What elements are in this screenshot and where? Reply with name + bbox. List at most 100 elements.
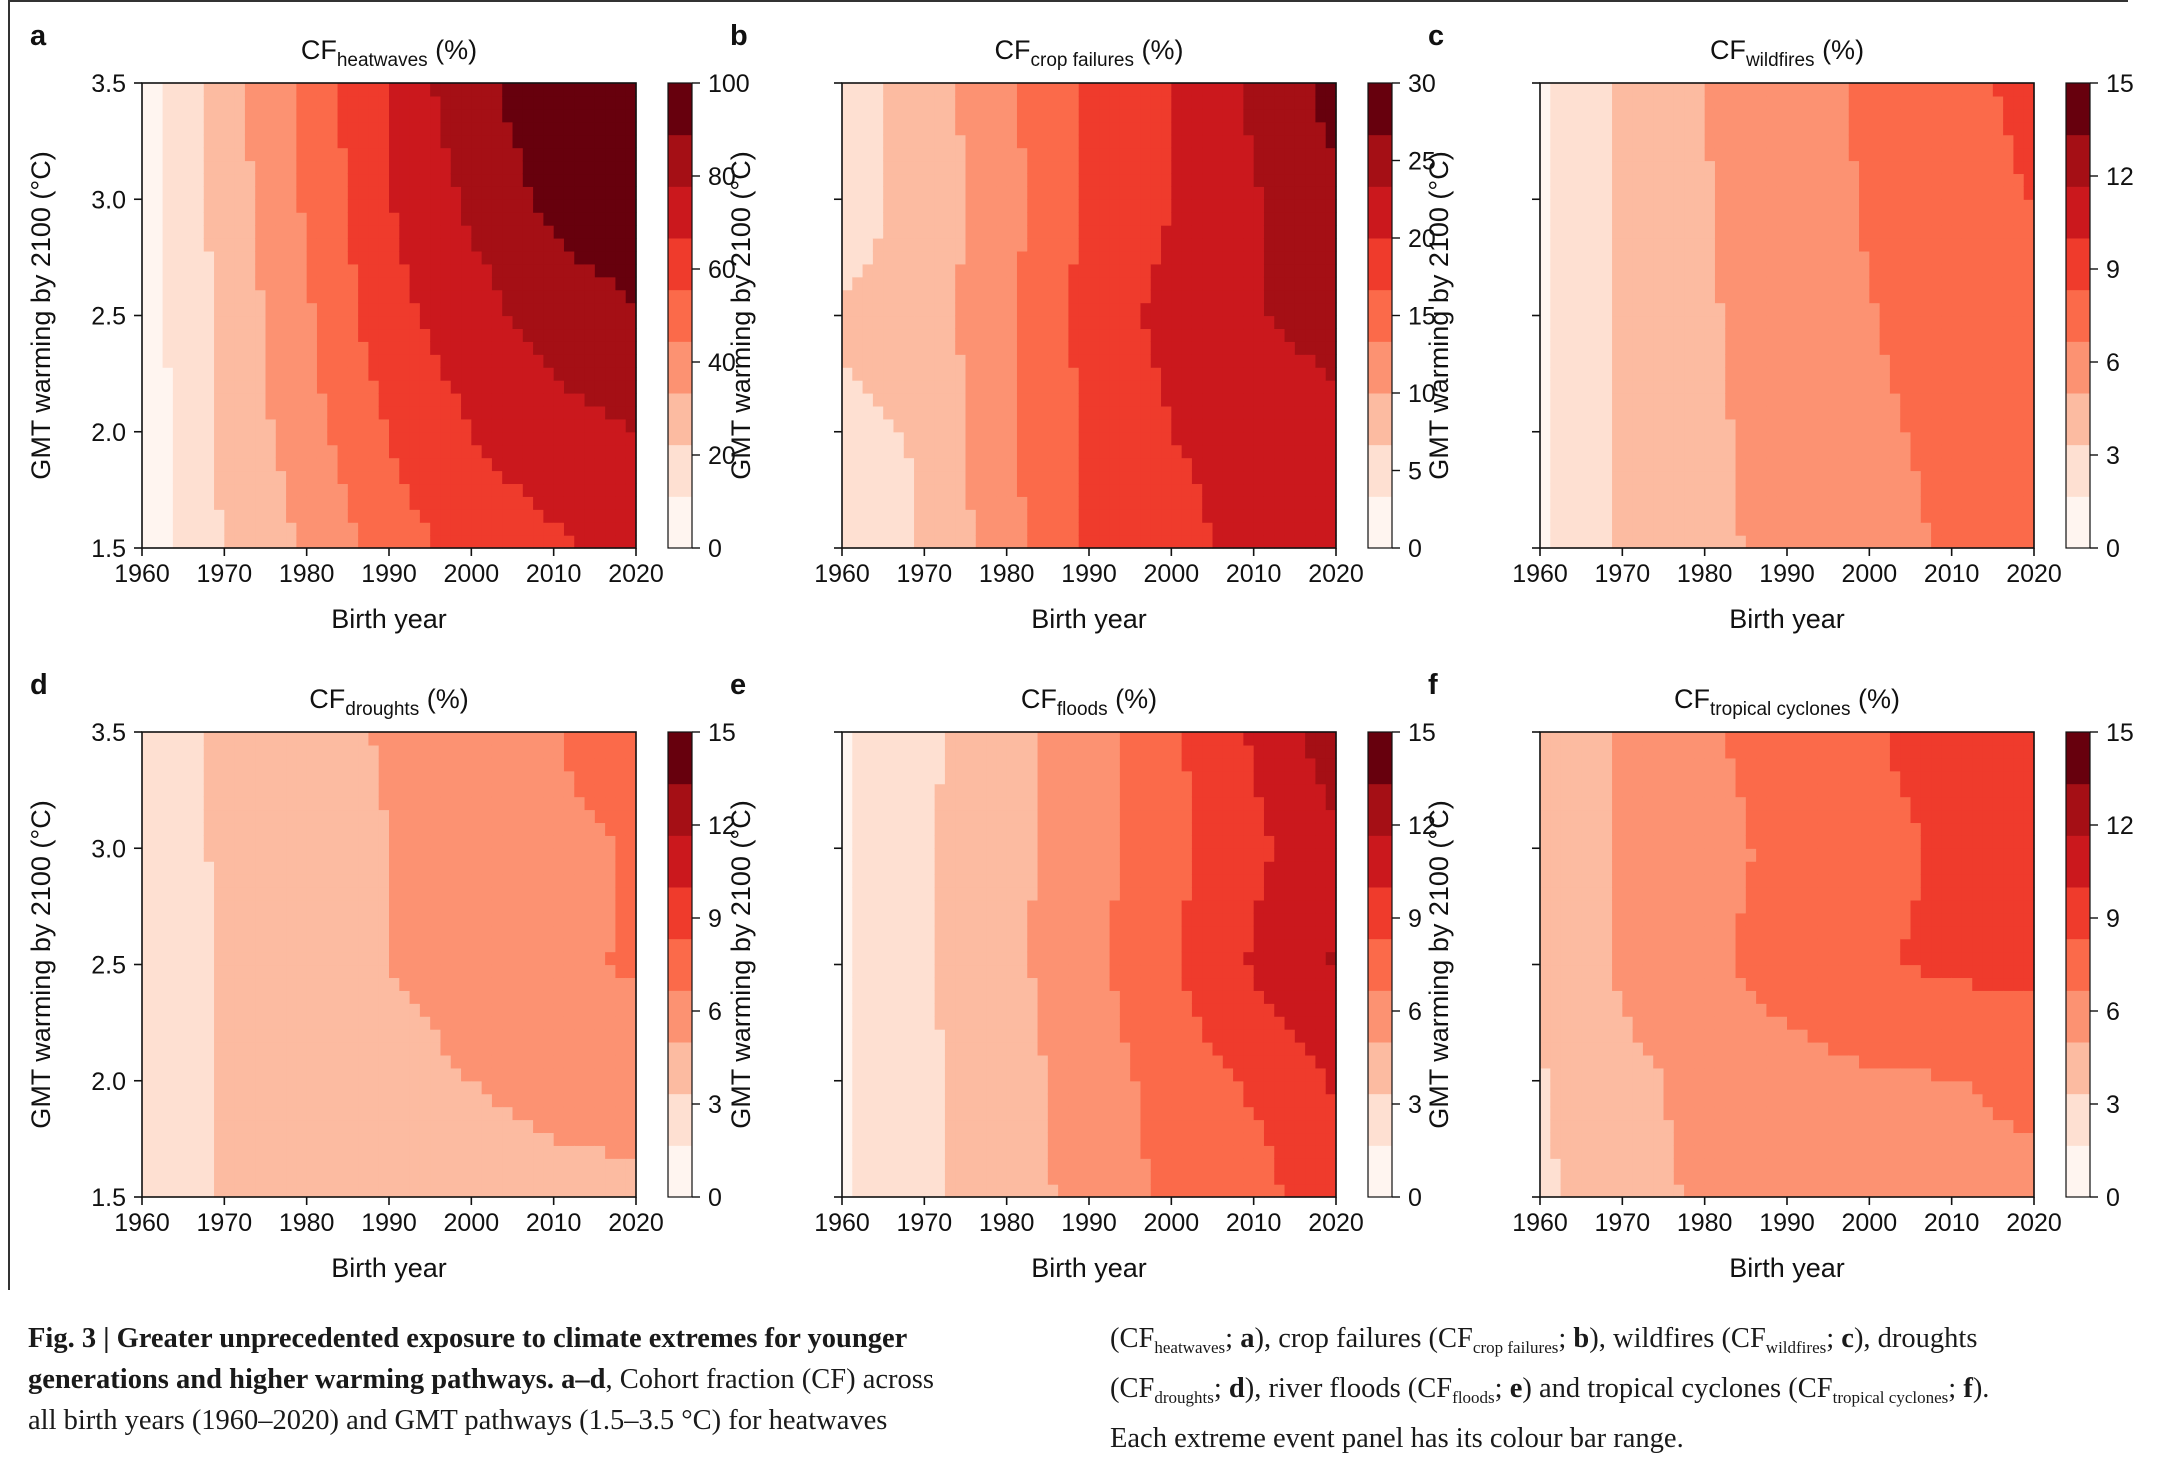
heatmap-cell bbox=[1684, 341, 1695, 355]
x-tick-label: 2000 bbox=[1144, 560, 1200, 588]
heatmap-cell bbox=[1571, 496, 1582, 510]
heatmap-cell bbox=[1890, 328, 1901, 342]
heatmap-cell bbox=[1223, 496, 1234, 510]
heatmap-cell bbox=[1808, 225, 1819, 239]
heatmap-cell bbox=[1561, 303, 1572, 317]
heatmap-cell bbox=[595, 122, 606, 136]
heatmap-cell bbox=[1581, 419, 1592, 433]
heatmap-cell bbox=[1326, 522, 1337, 536]
heatmap-cell bbox=[1274, 212, 1285, 226]
heatmap-cell bbox=[1705, 483, 1716, 497]
heatmap-cell bbox=[976, 96, 987, 110]
heatmap-cell bbox=[1099, 445, 1110, 459]
heatmap-cell bbox=[1550, 367, 1561, 381]
heatmap-cell bbox=[1120, 393, 1131, 407]
heatmap-cell bbox=[1007, 432, 1018, 446]
heatmap-cell bbox=[1213, 186, 1224, 200]
heatmap-cell bbox=[1161, 367, 1172, 381]
heatmap-cell bbox=[1151, 109, 1162, 123]
heatmap-cell bbox=[1746, 496, 1757, 510]
heatmap-cell bbox=[1038, 212, 1049, 226]
heatmap-cell bbox=[1079, 354, 1090, 368]
heatmap-cell bbox=[461, 161, 472, 175]
heatmap-cell bbox=[1140, 509, 1151, 523]
heatmap-cell bbox=[276, 316, 287, 330]
heatmap-cell bbox=[1766, 109, 1777, 123]
heatmap-cell bbox=[883, 161, 894, 175]
heatmap-cell bbox=[1591, 303, 1602, 317]
heatmap-cell bbox=[1089, 212, 1100, 226]
heatmap-cell bbox=[1715, 406, 1726, 420]
heatmap-cell bbox=[1880, 303, 1891, 317]
heatmap-cell bbox=[1264, 522, 1275, 536]
heatmap-cell bbox=[1818, 212, 1829, 226]
heatmap-cell bbox=[1068, 264, 1079, 278]
heatmap-cell bbox=[513, 173, 524, 187]
heatmap-cell bbox=[574, 445, 585, 459]
heatmap-cell bbox=[348, 186, 359, 200]
heatmap-cell bbox=[1182, 186, 1193, 200]
heatmap-cell bbox=[1089, 367, 1100, 381]
heatmap-cell bbox=[327, 303, 338, 317]
heatmap-cell bbox=[1890, 367, 1901, 381]
heatmap-cell bbox=[1068, 148, 1079, 162]
heatmap-cell bbox=[327, 393, 338, 407]
heatmap-cell bbox=[492, 238, 503, 252]
heatmap-cell bbox=[1715, 199, 1726, 213]
heatmap-cell bbox=[1664, 290, 1675, 304]
heatmap-cell bbox=[430, 432, 441, 446]
heatmap-cell bbox=[368, 264, 379, 278]
heatmap-cell bbox=[1120, 354, 1131, 368]
heatmap-cell bbox=[1151, 522, 1162, 536]
heatmap-cell bbox=[1017, 161, 1028, 175]
heatmap-cell bbox=[595, 328, 606, 342]
heatmap-cell bbox=[585, 303, 596, 317]
heatmap-cell bbox=[1540, 509, 1551, 523]
heatmap-cell bbox=[163, 458, 174, 472]
heatmap-cell bbox=[1808, 148, 1819, 162]
heatmap-cell bbox=[1684, 496, 1695, 510]
heatmap-cell bbox=[955, 161, 966, 175]
heatmap-cell bbox=[368, 393, 379, 407]
heatmap-cell bbox=[1725, 225, 1736, 239]
heatmap-cell bbox=[852, 522, 863, 536]
heatmap-cell bbox=[852, 535, 863, 549]
heatmap-cell bbox=[286, 83, 297, 97]
heatmap-cell bbox=[1171, 277, 1182, 291]
heatmap-cell bbox=[523, 173, 534, 187]
heatmap-cell bbox=[348, 522, 359, 536]
heatmap-cell bbox=[1633, 238, 1644, 252]
heatmap-cell bbox=[1941, 303, 1952, 317]
heatmap-cell bbox=[1828, 458, 1839, 472]
heatmap-cell bbox=[1264, 109, 1275, 123]
heatmap-cell bbox=[1766, 341, 1777, 355]
heatmap-cell bbox=[420, 393, 431, 407]
heatmap-cell bbox=[368, 471, 379, 485]
heatmap-cell bbox=[1777, 186, 1788, 200]
heatmap-cell bbox=[513, 367, 524, 381]
heatmap-cell bbox=[615, 483, 626, 497]
heatmap-cell bbox=[1192, 367, 1203, 381]
heatmap-cell bbox=[1110, 251, 1121, 265]
heatmap-cell bbox=[327, 109, 338, 123]
heatmap-cell bbox=[976, 432, 987, 446]
heatmap-cell bbox=[327, 83, 338, 97]
heatmap-cell bbox=[585, 483, 596, 497]
heatmap-cell bbox=[986, 303, 997, 317]
heatmap-cell bbox=[543, 354, 554, 368]
heatmap-cell bbox=[1274, 393, 1285, 407]
heatmap-cell bbox=[1007, 522, 1018, 536]
heatmap-cell bbox=[1859, 341, 1870, 355]
heatmap-cell bbox=[842, 432, 853, 446]
heatmap-cell bbox=[914, 380, 925, 394]
heatmap-cell bbox=[1285, 251, 1296, 265]
heatmap-cell bbox=[1007, 328, 1018, 342]
heatmap-cell bbox=[924, 341, 935, 355]
heatmap-cell bbox=[1171, 199, 1182, 213]
heatmap-cell bbox=[914, 212, 925, 226]
heatmap-cell bbox=[914, 367, 925, 381]
heatmap-cell bbox=[1828, 432, 1839, 446]
heatmap-cell bbox=[1602, 161, 1613, 175]
heatmap-cell bbox=[1664, 199, 1675, 213]
heatmap-cell bbox=[883, 328, 894, 342]
